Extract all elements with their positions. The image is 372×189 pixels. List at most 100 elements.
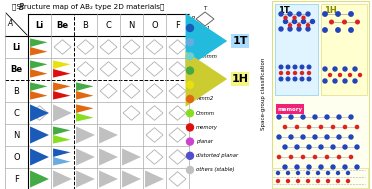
Circle shape xyxy=(278,155,280,159)
Polygon shape xyxy=(122,170,141,187)
Circle shape xyxy=(186,25,193,32)
Circle shape xyxy=(186,124,193,131)
Polygon shape xyxy=(30,104,49,122)
Circle shape xyxy=(279,27,283,31)
Circle shape xyxy=(297,27,301,31)
Circle shape xyxy=(337,180,340,183)
Circle shape xyxy=(186,81,193,88)
Circle shape xyxy=(296,171,299,174)
Text: Li: Li xyxy=(35,20,44,29)
Text: P6m2: P6m2 xyxy=(196,82,211,87)
Text: planar: planar xyxy=(196,139,213,144)
Circle shape xyxy=(279,71,282,74)
Circle shape xyxy=(307,65,311,69)
Circle shape xyxy=(286,71,289,74)
Circle shape xyxy=(349,155,353,159)
Circle shape xyxy=(289,24,292,27)
Circle shape xyxy=(327,180,330,183)
Circle shape xyxy=(333,67,337,71)
Circle shape xyxy=(326,155,328,159)
Circle shape xyxy=(331,125,334,129)
Polygon shape xyxy=(76,91,93,100)
Circle shape xyxy=(295,145,299,149)
FancyBboxPatch shape xyxy=(231,34,249,48)
Text: Be: Be xyxy=(57,20,68,29)
Polygon shape xyxy=(53,69,71,77)
Circle shape xyxy=(346,180,350,183)
Polygon shape xyxy=(76,113,93,122)
Circle shape xyxy=(307,180,310,183)
Circle shape xyxy=(279,12,283,16)
Text: T: T xyxy=(203,6,206,11)
Text: 【Structure map of AB₂ type 2D materials】: 【Structure map of AB₂ type 2D materials】 xyxy=(12,3,164,10)
Circle shape xyxy=(337,171,340,174)
Circle shape xyxy=(295,125,299,129)
Circle shape xyxy=(306,12,310,16)
Circle shape xyxy=(349,115,353,119)
Polygon shape xyxy=(122,148,141,166)
Circle shape xyxy=(300,77,304,81)
Polygon shape xyxy=(30,69,48,77)
Circle shape xyxy=(313,135,317,139)
Circle shape xyxy=(186,167,193,174)
Circle shape xyxy=(349,28,353,32)
Text: Be: Be xyxy=(10,64,23,74)
Circle shape xyxy=(276,180,279,183)
Circle shape xyxy=(353,67,357,71)
Polygon shape xyxy=(53,170,72,187)
Circle shape xyxy=(186,39,193,46)
Circle shape xyxy=(337,155,341,159)
Circle shape xyxy=(307,77,311,81)
Circle shape xyxy=(277,135,281,139)
Polygon shape xyxy=(76,104,93,113)
Polygon shape xyxy=(30,91,48,100)
Circle shape xyxy=(289,135,293,139)
Text: Amm2: Amm2 xyxy=(196,97,213,101)
Text: Space-group classification: Space-group classification xyxy=(260,58,266,130)
Polygon shape xyxy=(145,170,164,187)
Circle shape xyxy=(186,53,193,60)
Circle shape xyxy=(300,65,304,69)
Circle shape xyxy=(355,165,359,169)
Circle shape xyxy=(313,155,317,159)
Text: memory: memory xyxy=(278,106,302,112)
Text: 1H: 1H xyxy=(231,74,248,84)
Text: C: C xyxy=(13,108,19,118)
Circle shape xyxy=(308,71,311,74)
Polygon shape xyxy=(53,157,71,166)
Circle shape xyxy=(343,67,347,71)
Text: A: A xyxy=(7,19,12,28)
Circle shape xyxy=(289,115,293,119)
Circle shape xyxy=(323,12,327,16)
Text: P: P xyxy=(192,16,195,22)
Circle shape xyxy=(343,145,347,149)
Text: 1H: 1H xyxy=(324,6,337,15)
Polygon shape xyxy=(53,126,71,135)
FancyBboxPatch shape xyxy=(231,72,249,86)
Circle shape xyxy=(301,135,305,139)
Circle shape xyxy=(276,171,279,174)
Polygon shape xyxy=(30,148,49,166)
Circle shape xyxy=(349,135,353,139)
Text: O: O xyxy=(13,153,20,161)
Polygon shape xyxy=(76,148,95,166)
Circle shape xyxy=(328,74,331,77)
Text: O: O xyxy=(151,20,158,29)
Circle shape xyxy=(288,12,292,16)
Circle shape xyxy=(293,65,297,69)
Circle shape xyxy=(307,125,311,129)
Text: B: B xyxy=(83,20,89,29)
Circle shape xyxy=(301,71,304,74)
Circle shape xyxy=(343,165,347,169)
FancyBboxPatch shape xyxy=(272,1,369,188)
Circle shape xyxy=(284,16,287,19)
Text: C2/m: C2/m xyxy=(196,68,210,73)
Polygon shape xyxy=(30,82,48,91)
Text: C: C xyxy=(106,20,112,29)
Circle shape xyxy=(319,165,323,169)
Circle shape xyxy=(186,110,193,117)
Circle shape xyxy=(301,19,305,23)
Polygon shape xyxy=(53,135,71,144)
Circle shape xyxy=(323,28,327,32)
Circle shape xyxy=(288,27,292,31)
